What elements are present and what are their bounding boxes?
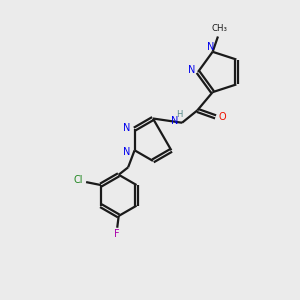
Text: F: F [114,229,120,239]
Text: N: N [171,116,178,126]
Text: CH₃: CH₃ [212,24,227,33]
Text: N: N [208,41,215,52]
Text: O: O [218,112,226,122]
Text: H: H [176,110,183,119]
Text: N: N [123,147,130,157]
Text: Cl: Cl [73,175,83,185]
Text: N: N [188,65,195,76]
Text: N: N [123,123,130,133]
